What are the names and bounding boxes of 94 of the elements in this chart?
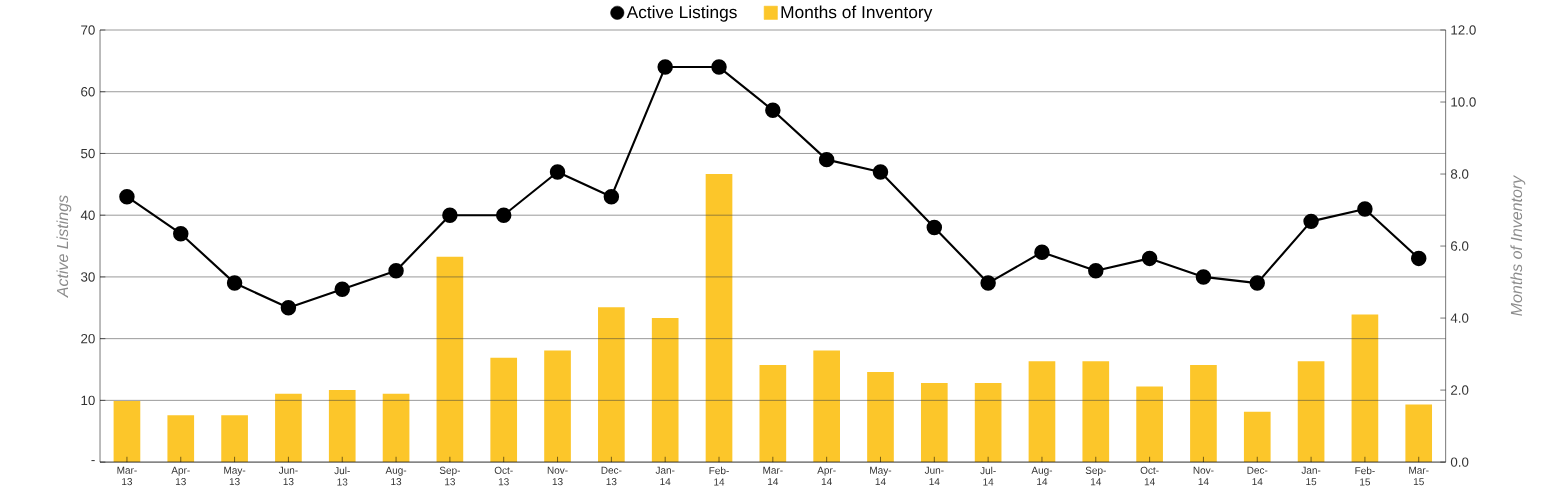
point (872, 164, 889, 180)
bar (113, 400, 141, 463)
y2-tick-label: 10.0 (1451, 97, 1476, 107)
point (119, 188, 135, 205)
bar (1351, 314, 1379, 463)
legend-label: Months of Inventory (781, 5, 933, 22)
point (1410, 250, 1427, 267)
x-tick-label: Apr-14 (817, 466, 836, 485)
point (818, 151, 835, 168)
bar (1190, 364, 1217, 463)
point (1195, 269, 1212, 285)
y2-tick-label: 6.0 (1451, 241, 1469, 251)
y-tick-label: 70 (81, 25, 95, 35)
point (926, 219, 943, 236)
bar (651, 318, 679, 463)
bar (705, 173, 733, 463)
x-tick-label: Mar-14 (763, 466, 783, 485)
point (226, 275, 243, 291)
x-tick-label: Jul-14 (980, 466, 996, 486)
point (388, 262, 404, 279)
point (1357, 201, 1373, 217)
point (1034, 244, 1050, 260)
bar (1243, 411, 1271, 463)
x-tick-label: Dec-14 (1247, 466, 1268, 485)
point (1088, 262, 1104, 279)
x-tick-label: Aug-13 (385, 466, 407, 486)
point (657, 59, 673, 75)
bar (1082, 361, 1110, 463)
point (1249, 275, 1265, 291)
x-tick-label: Jun-14 (924, 466, 944, 485)
bar (221, 415, 248, 463)
point (173, 225, 189, 242)
x-tick-label: Feb-15 (1355, 466, 1375, 486)
x-tick-label: Feb-14 (709, 466, 729, 486)
bar (1297, 361, 1325, 463)
legend-label: Active Listings (626, 5, 737, 22)
x-tick-label: Mar-15 (1409, 466, 1429, 486)
bar (759, 364, 787, 463)
point (603, 188, 620, 205)
x-tick-label: Oct-14 (1140, 466, 1159, 486)
x-tick-label: Aug-14 (1031, 466, 1053, 485)
x-tick-label: Nov-13 (547, 466, 568, 486)
bar (544, 350, 571, 463)
point (495, 207, 512, 223)
point (1303, 213, 1319, 230)
point (711, 59, 727, 75)
bar (598, 307, 625, 463)
y-tick-label: - (91, 460, 95, 462)
point (280, 300, 297, 316)
x-tick-label: Mar-13 (117, 466, 137, 486)
x-tick-label: May-14 (870, 466, 892, 485)
x-tick-label: Jul-13 (334, 466, 350, 486)
y2-tick-label: 0.0 (1450, 457, 1469, 467)
point (549, 164, 566, 180)
bar (920, 382, 948, 463)
bar (813, 350, 840, 463)
bar (328, 390, 356, 463)
point (765, 102, 781, 118)
point (1141, 250, 1158, 267)
x-tick-label: May-13 (224, 466, 246, 486)
bar (1136, 386, 1163, 463)
x-tick-label: Sep-14 (1085, 466, 1106, 486)
bar (1028, 361, 1056, 463)
y-tick-label: 60 (81, 86, 95, 97)
x-tick-label: Dec-13 (601, 466, 622, 486)
y2-axis-title: Months of Inventory (1510, 174, 1526, 316)
x-tick-label: Sep-13 (439, 466, 460, 486)
y2-tick-label: 2.0 (1451, 385, 1469, 395)
y2-tick-label: 4.0 (1450, 313, 1469, 323)
x-tick-label: Nov-14 (1193, 466, 1214, 485)
point (980, 275, 996, 291)
y-tick-label: 30 (80, 272, 95, 282)
bar (167, 415, 195, 463)
point (442, 207, 458, 223)
bar (490, 357, 518, 463)
y2-tick-label: 8.0 (1450, 169, 1469, 179)
bar (275, 393, 302, 463)
bar (867, 372, 894, 463)
y-axis-title: Active Listings (56, 195, 72, 298)
y-tick-label: 20 (81, 333, 95, 344)
y-tick-label: 50 (81, 148, 95, 159)
bar (382, 393, 410, 463)
y-tick-label: 10 (81, 395, 95, 406)
y-tick-label: 40 (80, 210, 95, 220)
y2-tick-label: 12.0 (1451, 25, 1476, 35)
x-tick-label: Jan-14 (655, 466, 675, 485)
x-tick-label: Jun-13 (278, 466, 298, 486)
bar (436, 256, 464, 463)
x-tick-label: Oct-13 (494, 466, 513, 486)
bar (1405, 404, 1433, 463)
x-tick-label: Jan-15 (1301, 466, 1321, 486)
bar (974, 382, 1002, 463)
point (334, 281, 350, 297)
x-tick-label: Apr-13 (171, 466, 190, 486)
